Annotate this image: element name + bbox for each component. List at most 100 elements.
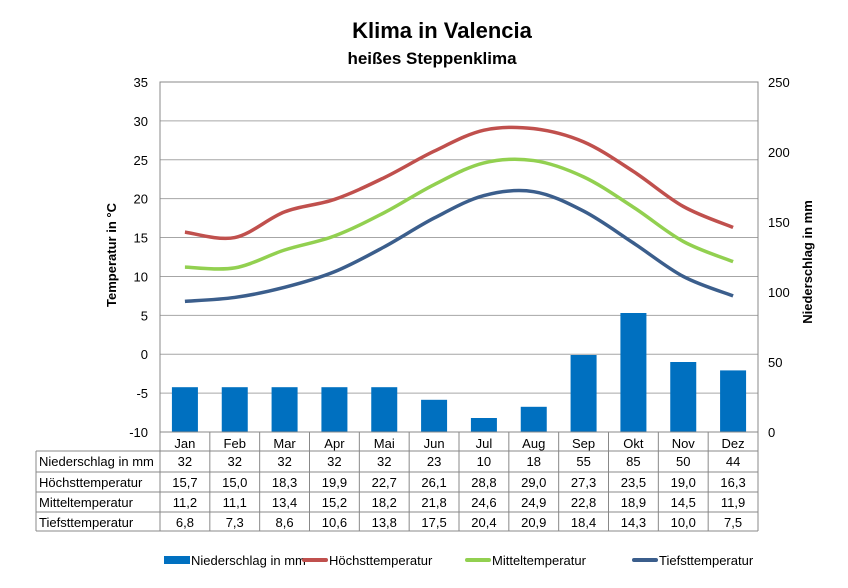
table-row-label: Mitteltemperatur [39,495,134,510]
x-tick-label: Mai [374,436,395,451]
bar-Jan [171,387,198,432]
y-tick-left: 20 [134,192,148,207]
table-cell: 24,9 [521,495,546,510]
y-tick-right: 200 [768,145,790,160]
table-cell: 55 [576,454,590,469]
table-cell: 13,8 [372,515,397,530]
bar-Aug [520,406,547,432]
bar-Dez [720,370,747,432]
table-cell: 44 [726,454,740,469]
x-tick-label: Jul [476,436,493,451]
table-cell: 20,9 [521,515,546,530]
line-Mitteltemperatur [184,157,734,271]
y-tick-right: 250 [768,75,790,90]
table-cell: 14,3 [621,515,646,530]
line-Tiefsttemperatur [184,188,734,304]
legend-label: Tiefsttemperatur [659,553,754,568]
x-tick-label: Okt [623,436,644,451]
table-cell: 23,5 [621,475,646,490]
table-cell: 18,3 [272,475,297,490]
table-cell: 22,7 [372,475,397,490]
table-cell: 19,0 [671,475,696,490]
table-cell: 11,1 [223,495,247,510]
y-tick-left: 15 [134,231,148,246]
table-cell: 22,8 [571,495,596,510]
x-tick-label: Apr [324,436,345,451]
table-cell: 6,8 [176,515,194,530]
x-tick-label: Sep [572,436,595,451]
table-row-label: Höchsttemperatur [39,475,143,490]
table-cell: 50 [676,454,690,469]
bar-Jun [421,399,448,432]
table-cell: 18,9 [621,495,646,510]
table-cell: 18,2 [372,495,397,510]
table-cell: 18 [527,454,541,469]
x-tick-label: Aug [522,436,545,451]
table-cell: 15,0 [222,475,247,490]
y-tick-right: 100 [768,285,790,300]
table-cell: 18,4 [571,515,596,530]
plot-area [159,81,759,433]
chart-subtitle: heißes Steppenklima [347,49,517,68]
y-tick-right: 50 [768,355,782,370]
legend-label: Mitteltemperatur [492,553,587,568]
table-cell: 28,8 [471,475,496,490]
table-cell: 32 [277,454,291,469]
x-tick-label: Jan [174,436,195,451]
table-cell: 7,3 [226,515,244,530]
table-cell: 19,9 [322,475,347,490]
table-cell: 10 [477,454,491,469]
x-tick-label: Feb [224,436,246,451]
line-Höchsttemperatur [184,125,734,241]
table-cell: 27,3 [571,475,596,490]
table-cell: 21,8 [421,495,446,510]
table-cell: 26,1 [421,475,446,490]
table-cell: 32 [178,454,192,469]
table-cell: 17,5 [421,515,446,530]
y-tick-left: -5 [136,386,148,401]
chart-title: Klima in Valencia [352,18,533,43]
table-cell: 24,6 [471,495,496,510]
x-tick-label: Nov [672,436,696,451]
bar-Okt [620,313,647,432]
bar-Mai [371,387,398,432]
table-cell: 11,2 [173,495,197,510]
y-axis-right-label: Niederschlag in mm [800,200,815,324]
table-cell: 29,0 [521,475,546,490]
y-tick-left: 0 [141,347,148,362]
legend-label: Niederschlag in mm [191,553,306,568]
table-cell: 14,5 [671,495,696,510]
table-cell: 32 [228,454,242,469]
table-cell: 15,7 [172,475,197,490]
y-tick-right: 150 [768,215,790,230]
legend-swatch [302,558,328,562]
table-cell: 11,9 [721,495,745,510]
bar-Nov [670,362,697,432]
y-tick-left: 25 [134,153,148,168]
table-cell: 15,2 [322,495,347,510]
bar-Mar [271,387,298,432]
bar-Sep [570,355,597,432]
table-cell: 10,6 [322,515,347,530]
table-cell: 32 [377,454,391,469]
bar-Feb [221,387,248,432]
y-tick-left: 10 [134,269,148,284]
legend-swatch [632,558,658,562]
table-cell: 23 [427,454,441,469]
table-cell: 16,3 [720,475,745,490]
bar-Apr [321,387,348,432]
y-tick-left: 35 [134,75,148,90]
y-axis-left-label: Temperatur in °C [104,202,119,307]
bar-Jul [470,418,497,432]
y-tick-right: 0 [768,425,775,440]
legend-label: Höchsttemperatur [329,553,433,568]
table-cell: 10,0 [671,515,696,530]
table-row-label: Tiefsttemperatur [39,515,134,530]
x-tick-label: Mar [273,436,296,451]
table-cell: 13,4 [272,495,297,510]
y-tick-left: -10 [129,425,148,440]
y-tick-left: 5 [141,308,148,323]
table-cell: 32 [327,454,341,469]
table-cell: 20,4 [471,515,496,530]
